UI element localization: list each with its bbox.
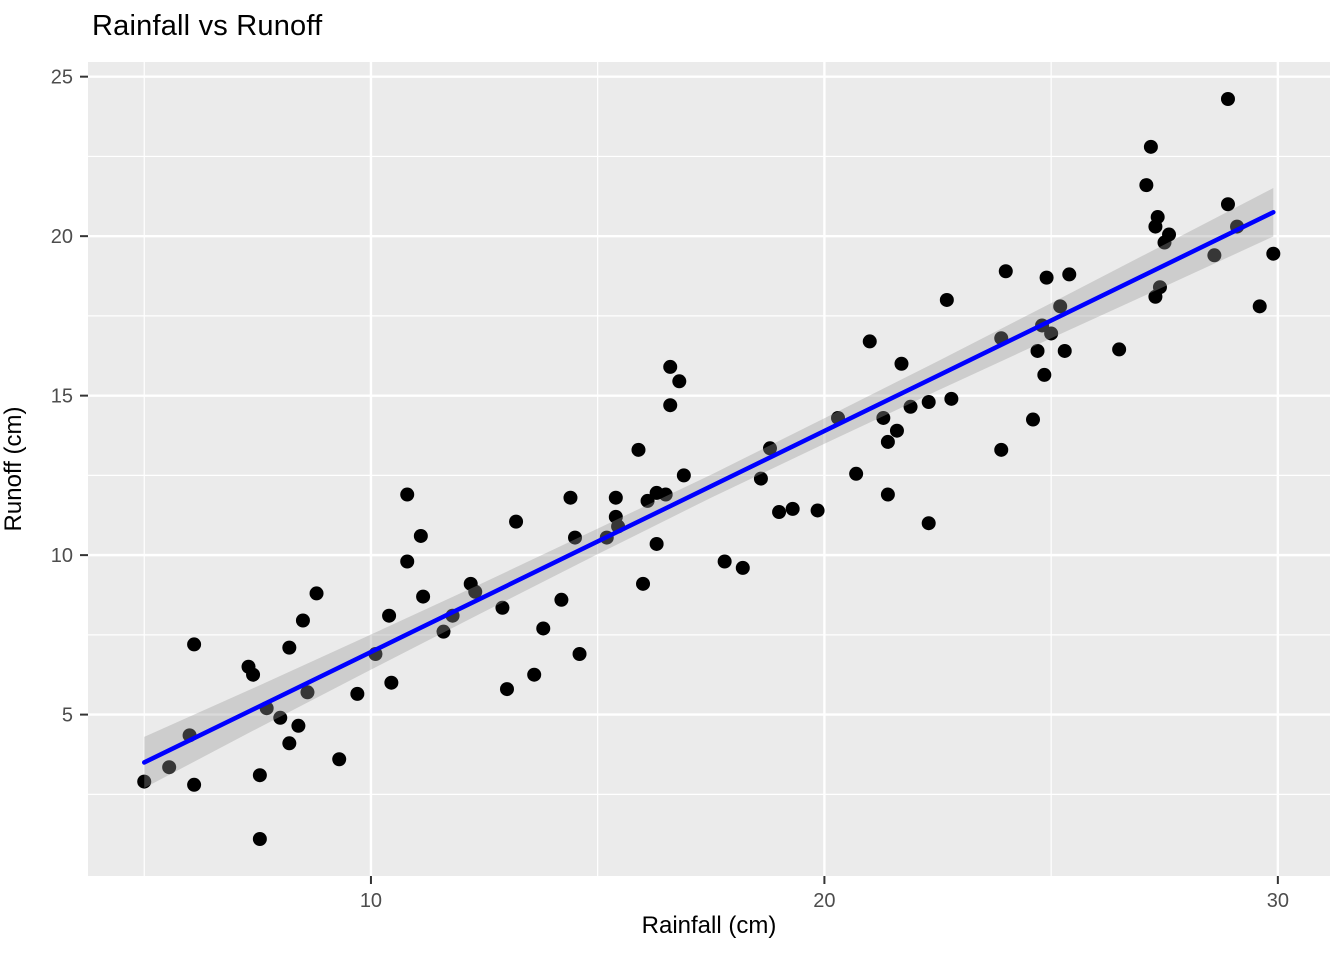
data-point xyxy=(1139,178,1154,193)
data-point xyxy=(944,391,959,406)
data-point xyxy=(1039,270,1054,285)
y-tick-label: 10 xyxy=(51,545,73,567)
y-tick-label: 5 xyxy=(62,705,73,727)
data-point xyxy=(295,613,310,628)
data-point xyxy=(273,710,288,725)
data-point xyxy=(880,487,895,502)
x-tick-label: 30 xyxy=(1267,890,1289,912)
data-point xyxy=(998,264,1013,279)
data-point xyxy=(137,774,152,789)
data-point xyxy=(350,686,365,701)
data-point xyxy=(527,667,542,682)
data-point xyxy=(282,736,297,751)
data-point xyxy=(663,398,678,413)
data-point xyxy=(1025,412,1040,427)
data-point xyxy=(468,584,483,599)
data-point xyxy=(876,410,891,425)
y-tick-label: 15 xyxy=(51,386,73,408)
data-point xyxy=(568,530,583,545)
data-point xyxy=(889,423,904,438)
y-tick-label: 20 xyxy=(51,226,73,248)
data-point xyxy=(332,752,347,767)
data-point xyxy=(291,718,306,733)
data-point xyxy=(921,395,936,410)
data-point xyxy=(1152,280,1167,295)
data-point xyxy=(1252,299,1267,314)
data-point xyxy=(640,493,655,508)
data-point xyxy=(400,487,415,502)
data-point xyxy=(810,503,825,518)
data-point xyxy=(658,487,673,502)
data-point xyxy=(536,621,551,636)
data-point xyxy=(1037,367,1052,382)
data-point xyxy=(413,528,428,543)
y-tick-label: 25 xyxy=(51,67,73,89)
data-point xyxy=(384,675,399,690)
y-axis-title: Runoff (cm) xyxy=(0,406,27,532)
data-point xyxy=(1207,248,1222,263)
data-point xyxy=(717,554,732,569)
data-point xyxy=(849,466,864,481)
data-point xyxy=(495,600,510,615)
data-point xyxy=(499,682,514,697)
data-point xyxy=(994,442,1009,457)
data-point xyxy=(785,501,800,516)
trend-line xyxy=(141,209,1276,765)
data-point xyxy=(1062,267,1077,282)
data-point xyxy=(894,356,909,371)
data-point xyxy=(1143,139,1158,154)
data-point xyxy=(300,685,315,700)
data-point xyxy=(572,647,587,661)
data-point xyxy=(862,334,877,349)
data-point xyxy=(631,442,646,457)
data-point xyxy=(903,399,918,414)
data-point xyxy=(436,624,451,639)
x-tick-label: 20 xyxy=(813,890,835,912)
data-point xyxy=(416,589,431,604)
data-point xyxy=(187,777,202,792)
data-point xyxy=(509,514,524,529)
data-point xyxy=(1044,326,1059,341)
data-point xyxy=(1162,227,1177,242)
data-point xyxy=(649,536,664,551)
data-point xyxy=(753,471,768,486)
data-point xyxy=(1057,343,1072,358)
data-point xyxy=(1150,210,1165,225)
data-point xyxy=(162,760,177,775)
data-point xyxy=(1030,343,1045,358)
data-point xyxy=(636,576,651,591)
data-point xyxy=(1220,197,1235,212)
data-point xyxy=(880,434,895,449)
data-point xyxy=(252,768,267,783)
data-point xyxy=(309,586,324,601)
data-point xyxy=(608,490,623,505)
data-point xyxy=(187,637,202,652)
data-point xyxy=(382,608,397,623)
data-point xyxy=(246,667,261,682)
data-point xyxy=(563,490,578,505)
data-point xyxy=(735,560,750,575)
data-point xyxy=(676,468,691,483)
data-point xyxy=(1220,92,1235,106)
data-point xyxy=(252,832,267,846)
data-point xyxy=(554,592,569,607)
data-point xyxy=(762,441,777,456)
data-point xyxy=(1053,299,1068,314)
data-point xyxy=(921,516,936,531)
data-point xyxy=(772,505,787,520)
x-axis-title: Rainfall (cm) xyxy=(641,912,777,939)
data-point xyxy=(400,554,415,569)
data-point xyxy=(663,359,678,374)
data-point xyxy=(282,640,297,655)
data-point xyxy=(939,292,954,307)
data-point xyxy=(1266,246,1281,261)
x-tick-label: 10 xyxy=(360,890,382,912)
data-point xyxy=(672,374,687,389)
data-point xyxy=(1112,342,1127,357)
plot-title: Rainfall vs Runoff xyxy=(92,10,323,42)
